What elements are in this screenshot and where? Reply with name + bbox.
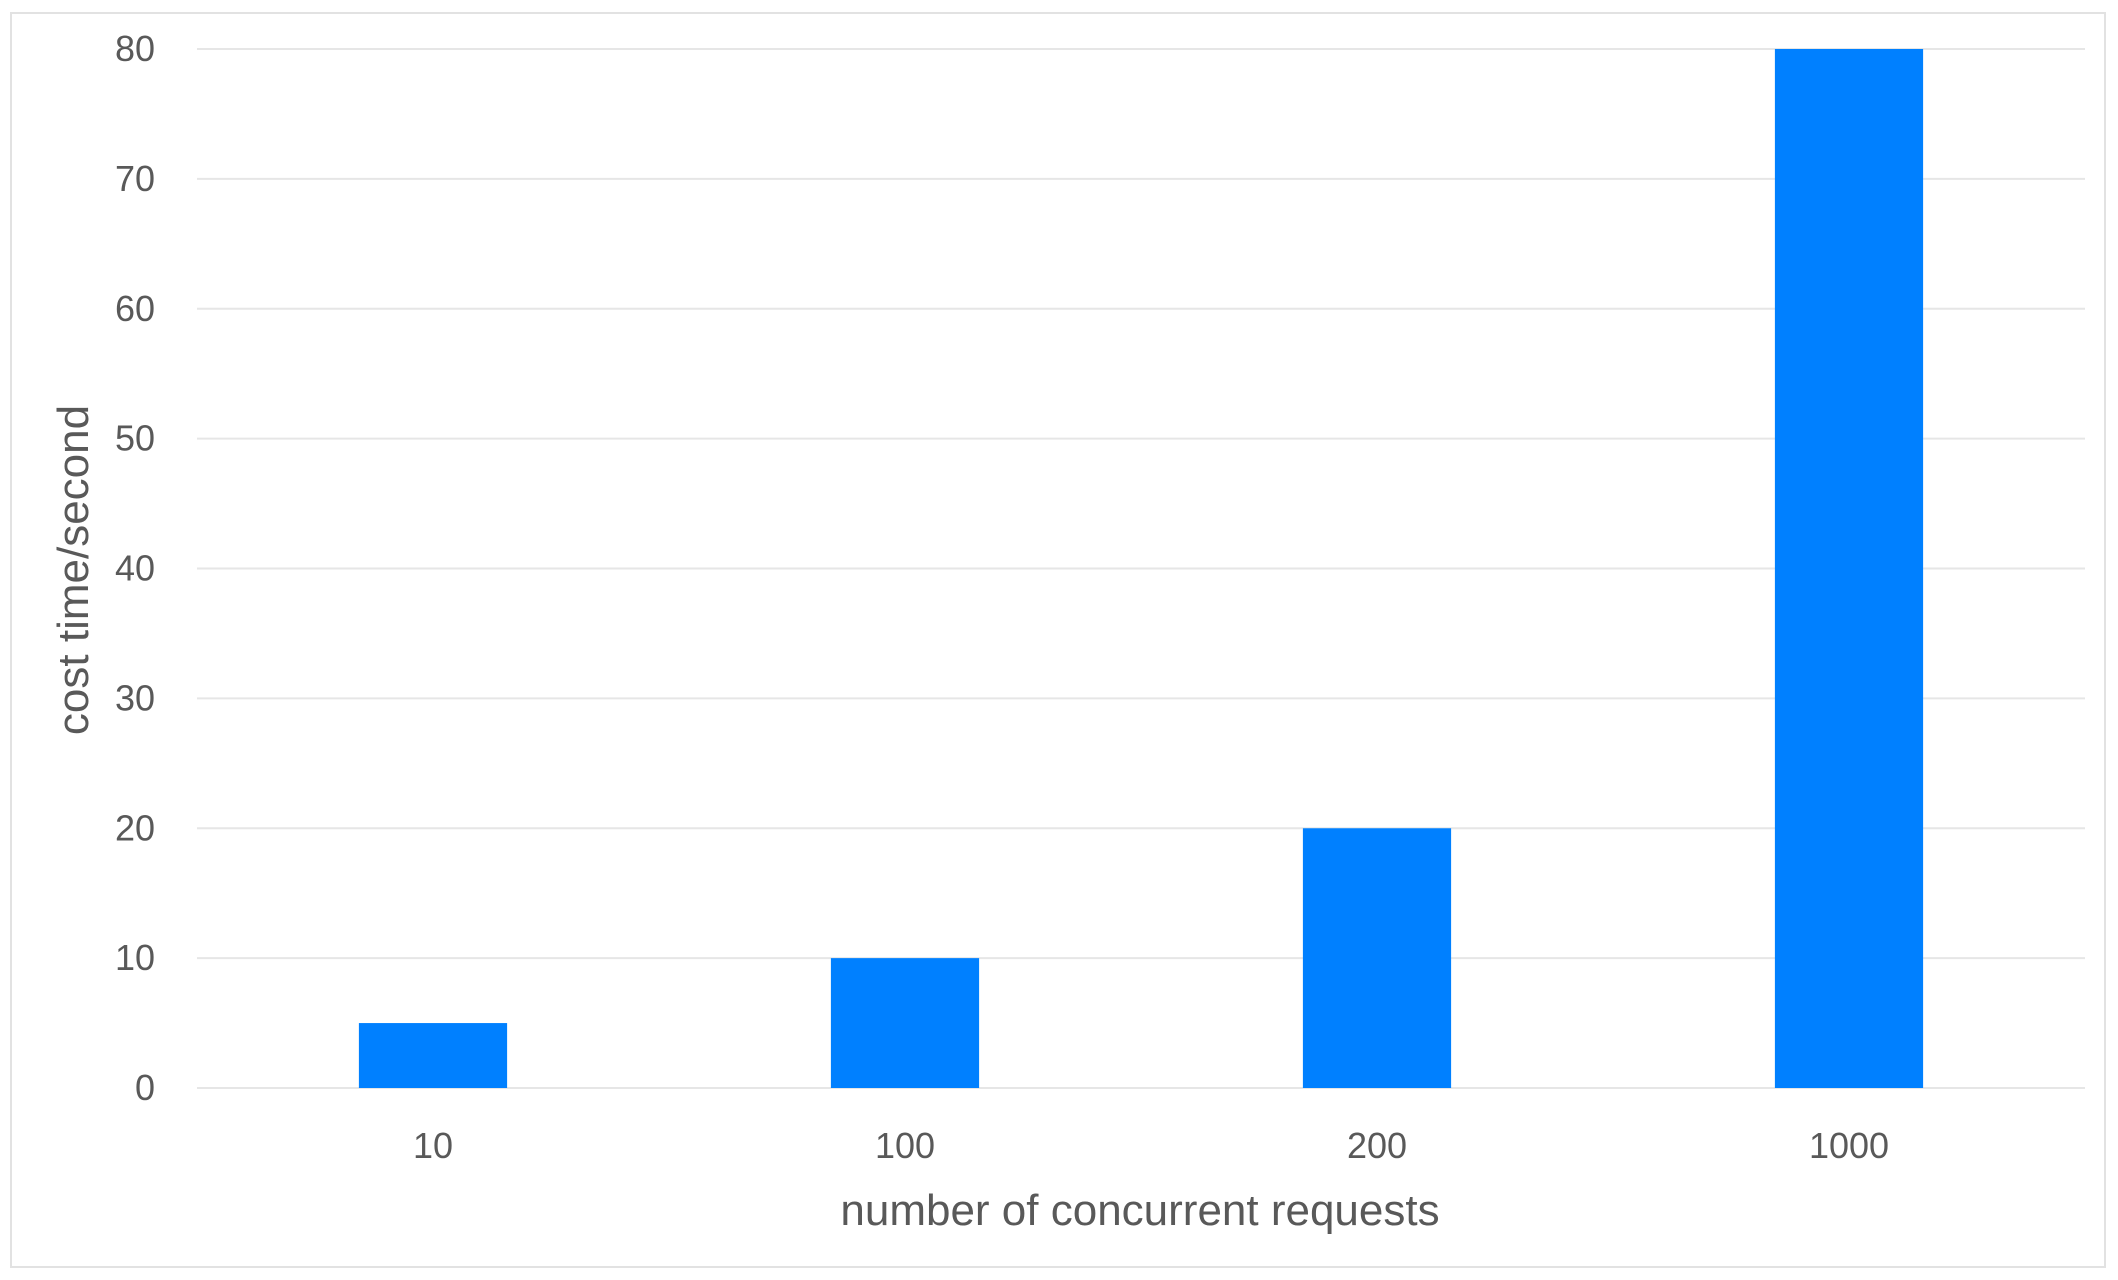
bars xyxy=(358,49,1924,1088)
x-tick-label: 100 xyxy=(875,1125,935,1166)
y-tick-label: 10 xyxy=(115,937,155,978)
bar-10 xyxy=(358,1023,508,1088)
y-tick-label: 40 xyxy=(115,548,155,589)
x-tick-label: 1000 xyxy=(1809,1125,1889,1166)
bar-1000 xyxy=(1774,49,1924,1088)
y-tick-label: 30 xyxy=(115,677,155,718)
y-tick-label: 20 xyxy=(115,807,155,848)
y-axis-title: cost time/second xyxy=(49,405,98,735)
gridlines xyxy=(197,48,2085,1089)
bar-100 xyxy=(830,958,980,1088)
bar-200 xyxy=(1302,828,1452,1088)
x-tick-label: 200 xyxy=(1347,1125,1407,1166)
y-tick-label: 80 xyxy=(115,28,155,69)
y-axis-ticks: 0 10 20 30 40 50 60 70 80 xyxy=(115,28,155,1108)
y-tick-label: 50 xyxy=(115,418,155,459)
y-tick-label: 60 xyxy=(115,288,155,329)
x-axis-ticks: 10 100 200 1000 xyxy=(413,1125,1889,1166)
y-tick-label: 70 xyxy=(115,158,155,199)
x-axis-title: number of concurrent requests xyxy=(840,1186,1439,1235)
y-tick-label: 0 xyxy=(135,1067,155,1108)
x-tick-label: 10 xyxy=(413,1125,453,1166)
